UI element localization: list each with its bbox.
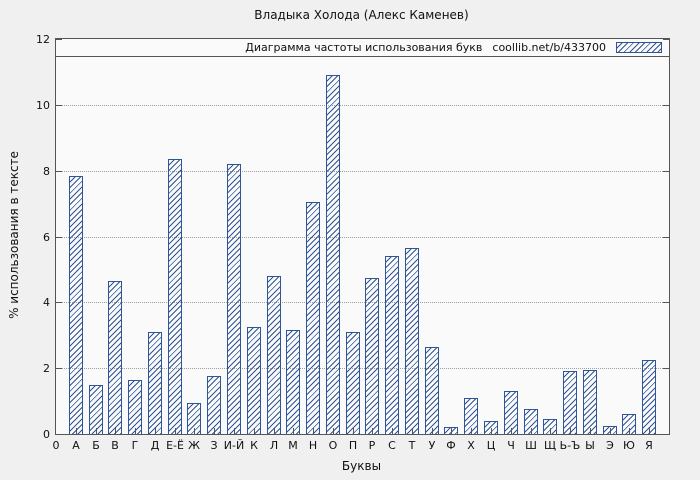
legend-source: coollib.net/b/433700: [492, 41, 606, 54]
bar: [563, 371, 577, 434]
bar: [365, 278, 379, 434]
x-tick-label: Р: [368, 439, 376, 452]
bar: [642, 360, 656, 434]
bar: [128, 380, 142, 434]
y-tick-label: 6: [43, 231, 50, 244]
x-tick-label: С: [388, 439, 396, 452]
bar: [168, 159, 182, 434]
bar: [484, 421, 498, 434]
bar: [444, 427, 458, 434]
x-tick-label: Н: [308, 439, 318, 452]
x-tick-label: Ц: [486, 439, 496, 452]
x-tick-label: Ж: [188, 439, 200, 452]
bar: [227, 164, 241, 434]
y-gridline: [56, 237, 669, 238]
y-tick-mark: [663, 302, 669, 303]
x-tick-label: К: [250, 439, 258, 452]
x-tick-label: И-Й: [223, 439, 245, 452]
bar: [267, 276, 281, 434]
bar: [543, 419, 557, 434]
y-tick-mark: [663, 171, 669, 172]
bar: [187, 403, 201, 434]
y-tick-label: 4: [43, 296, 50, 309]
x-tick-label: Щ: [543, 439, 557, 452]
x-tick-label: Е-Ё: [166, 439, 184, 452]
bar: [148, 332, 162, 434]
x-tick-label: У: [428, 439, 436, 452]
bar: [207, 376, 221, 434]
x-tick-label: Х: [467, 439, 475, 452]
bar: [385, 256, 399, 434]
y-tick-mark: [56, 368, 62, 369]
x-tick-label: Ь-Ъ: [559, 439, 581, 452]
x-tick-label: 0: [52, 439, 60, 452]
y-tick-mark: [663, 434, 669, 435]
x-axis-label: Буквы: [341, 459, 382, 473]
legend-label: Диаграмма частоты использования букв: [245, 41, 483, 54]
y-tick-label: 2: [43, 362, 50, 375]
y-tick-mark: [663, 105, 669, 106]
x-tick-label: Ы: [585, 439, 595, 452]
x-tick-label: Л: [269, 439, 279, 452]
bar: [306, 202, 320, 434]
y-tick-mark: [56, 434, 62, 435]
y-tick-mark: [56, 237, 62, 238]
bar: [247, 327, 261, 434]
bar: [89, 385, 103, 434]
bar: [504, 391, 518, 434]
x-tick-label: Г: [131, 439, 139, 452]
y-tick-mark: [56, 39, 62, 40]
x-tick-label: А: [72, 439, 80, 452]
y-tick-mark: [56, 302, 62, 303]
y-gridline: [56, 368, 669, 369]
y-gridline: [56, 302, 669, 303]
y-tick-mark: [663, 39, 669, 40]
legend: Диаграмма частоты использования букв coo…: [56, 39, 669, 57]
x-tick-label: Т: [408, 439, 416, 452]
y-tick-mark: [663, 237, 669, 238]
x-tick-label: Ф: [446, 439, 456, 452]
y-tick-mark: [663, 368, 669, 369]
x-tick-label: В: [111, 439, 119, 452]
bar: [464, 398, 478, 434]
x-tick-label: Ю: [623, 439, 635, 452]
bar: [108, 281, 122, 434]
legend-hatched-swatch-icon: [616, 42, 662, 53]
bar: [622, 414, 636, 434]
x-tick-label: Я: [645, 439, 653, 452]
x-tick-label: З: [210, 439, 218, 452]
y-gridline: [56, 171, 669, 172]
bar: [326, 75, 340, 434]
x-tick-label: Э: [606, 439, 614, 452]
y-tick-mark: [56, 105, 62, 106]
plot-area: Диаграмма частоты использования букв coo…: [36, 33, 670, 452]
chart-title: Владыка Холода (Алекс Каменев): [254, 8, 469, 22]
y-tick-label: 10: [36, 99, 50, 112]
bar: [286, 330, 300, 434]
y-tick-label: 8: [43, 165, 50, 178]
bar: [346, 332, 360, 434]
bar: [425, 347, 439, 434]
x-tick-label: Ч: [507, 439, 515, 452]
bar: [69, 176, 83, 434]
x-tick-label: М: [288, 439, 298, 452]
y-tick-label: 0: [43, 428, 50, 441]
x-tick-label: П: [348, 439, 358, 452]
bar: [524, 409, 538, 434]
y-tick-mark: [56, 171, 62, 172]
y-gridline: [56, 105, 669, 106]
x-tick-label: О: [328, 439, 338, 452]
x-tick-label: Б: [92, 439, 100, 452]
bar: [583, 370, 597, 434]
y-tick-label: 12: [36, 33, 50, 46]
bar: [603, 426, 617, 434]
x-tick-label: Ш: [525, 439, 537, 452]
x-tick-label: Д: [150, 439, 160, 452]
bar: [405, 248, 419, 434]
